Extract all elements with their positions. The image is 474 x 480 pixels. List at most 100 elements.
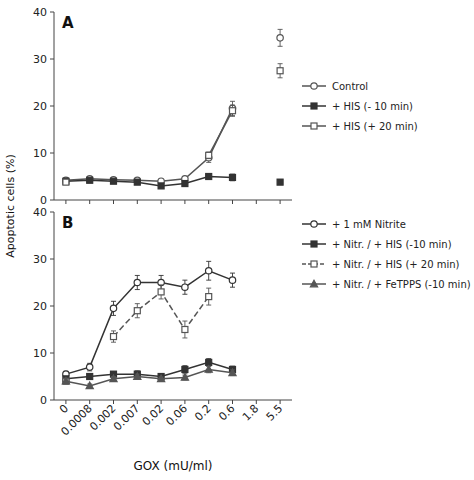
y-tick <box>50 12 54 13</box>
error-bar-path <box>135 304 140 318</box>
error-bar-path <box>111 331 116 342</box>
error-bar-path <box>182 366 187 374</box>
x-tick-label: 0.0008 <box>58 402 94 438</box>
x-tick-label: 0.06 <box>164 402 191 429</box>
data-point <box>63 378 69 384</box>
y-tick <box>50 200 54 201</box>
error-bar <box>230 174 235 181</box>
panel-label: B <box>62 214 73 232</box>
legend-label: + 1 mM Nitrite <box>332 219 406 230</box>
x-tick <box>208 200 209 204</box>
error-bar-path <box>111 301 116 315</box>
data-point <box>87 177 93 183</box>
error-bar-path <box>135 180 140 185</box>
y-tick <box>50 153 54 154</box>
error-bar <box>87 363 92 371</box>
error-bar-path <box>182 181 187 186</box>
error-bar <box>278 64 283 78</box>
legend-marker <box>311 221 317 227</box>
y-tick-label: 40 <box>33 6 47 19</box>
x-tick <box>89 400 90 404</box>
data-point <box>134 308 140 314</box>
x-tick <box>89 200 90 204</box>
x-tick <box>256 200 257 204</box>
data-point <box>158 289 164 295</box>
error-bar-path <box>135 275 140 289</box>
y-tick-label: 20 <box>33 300 47 313</box>
x-tick-label: 1.8 <box>240 402 262 424</box>
data-point <box>277 179 283 185</box>
x-tick <box>280 200 281 204</box>
error-bar-path <box>87 363 92 371</box>
error-bar <box>63 180 68 185</box>
x-tick <box>113 400 114 404</box>
x-tick <box>65 400 66 404</box>
y-tick <box>50 212 54 213</box>
x-tick <box>184 400 185 404</box>
error-bar <box>111 301 116 315</box>
y-tick-label: 10 <box>33 147 47 160</box>
error-bar <box>230 273 235 287</box>
x-axis <box>54 200 292 201</box>
y-tick-label: 30 <box>33 253 47 266</box>
data-point <box>182 366 188 372</box>
legend-marker <box>311 83 317 89</box>
error-bar <box>206 153 211 162</box>
x-tick <box>280 400 281 404</box>
error-bar-path <box>278 29 283 46</box>
data-point <box>134 179 140 185</box>
error-bar <box>87 374 92 379</box>
x-tick <box>184 200 185 204</box>
error-bar <box>230 105 235 116</box>
y-tick <box>50 353 54 354</box>
chart-root: 010203040AControl+ HIS (- 10 min)+ HIS (… <box>0 0 474 480</box>
x-tick <box>232 200 233 204</box>
x-tick <box>137 200 138 204</box>
data-point <box>206 174 212 180</box>
x-tick <box>208 400 209 404</box>
error-bar <box>206 288 211 305</box>
error-bar <box>159 285 164 299</box>
data-point <box>182 327 188 333</box>
error-bar <box>182 366 187 374</box>
data-point <box>229 369 236 376</box>
error-bar <box>206 261 211 280</box>
error-bar <box>135 180 140 185</box>
error-bar-path <box>230 174 235 181</box>
error-bar <box>111 331 116 342</box>
error-bar-path <box>230 273 235 287</box>
y-tick-label: 30 <box>33 53 47 66</box>
y-tick <box>50 59 54 60</box>
data-point <box>206 268 212 274</box>
data-point <box>110 375 117 382</box>
error-bar-path <box>206 288 211 305</box>
data-point <box>229 277 235 283</box>
x-tick-label: 5.5 <box>264 402 286 424</box>
legend-marker <box>311 103 317 109</box>
x-tick <box>161 200 162 204</box>
error-bar <box>135 304 140 318</box>
x-tick <box>113 200 114 204</box>
x-tick <box>161 400 162 404</box>
data-point <box>182 284 188 290</box>
legend: + 1 mM Nitrite+ Nitr. / + HIS (-10 min)+… <box>302 219 471 290</box>
data-point <box>110 305 116 311</box>
plot-area <box>63 29 284 189</box>
x-tick <box>256 400 257 404</box>
error-bar <box>206 152 211 159</box>
error-bar <box>230 101 235 115</box>
error-bar-path <box>206 153 211 162</box>
x-tick-label: 0.2 <box>192 402 214 424</box>
y-axis-label: Apoptotic cells (%) <box>4 154 17 257</box>
y-axis <box>54 212 55 400</box>
legend-label: + Nitr. / + HIS (-10 min) <box>332 239 452 250</box>
legend-marker <box>311 241 317 247</box>
data-point <box>87 364 93 370</box>
legend-label: + HIS (+ 20 min) <box>332 121 418 132</box>
error-bar <box>278 180 283 185</box>
legend-label: Control <box>332 81 368 92</box>
error-bar-path <box>159 285 164 299</box>
x-tick-label: 0.02 <box>140 402 167 429</box>
error-bar-path <box>182 321 187 338</box>
legend: Control+ HIS (- 10 min)+ HIS (+ 20 min) <box>302 81 418 132</box>
